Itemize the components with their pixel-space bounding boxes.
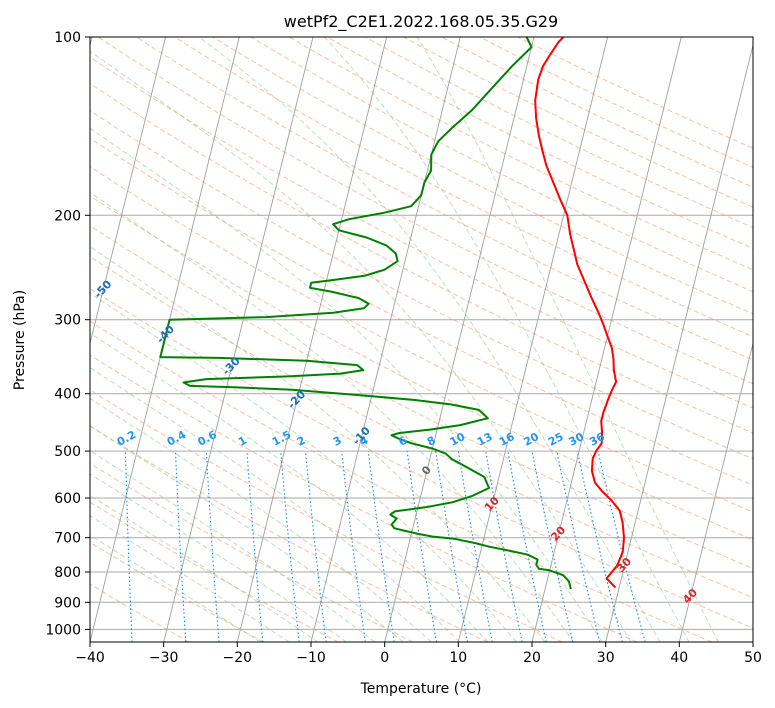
- x-tick-label: 0: [380, 650, 389, 666]
- mixing-ratio-line: [280, 451, 300, 642]
- dry-adiabat: [174, 37, 753, 338]
- mixing-ratio-line: [246, 451, 264, 642]
- y-tick-label: 1000: [45, 622, 81, 638]
- mixing-ratio-label: 20: [521, 430, 541, 449]
- x-tick-label: 40: [670, 650, 688, 666]
- isotherm: [310, 37, 461, 642]
- mixing-ratio-label: 30: [567, 430, 587, 449]
- mixing-ratio-label: 10: [448, 430, 468, 449]
- dry-adiabat: [90, 109, 753, 460]
- plot-frame: [89, 36, 754, 643]
- dry-adiabat: [90, 354, 638, 642]
- mixing-ratio-line: [576, 450, 623, 642]
- chart-title: wetPf2_C2E1.2022.168.05.35.G29: [284, 12, 558, 32]
- series-layer: [159, 37, 625, 590]
- x-tick-label: 20: [523, 650, 541, 666]
- mixing-ratio-line: [507, 450, 547, 642]
- x-tick-label: −10: [296, 650, 326, 666]
- y-tick-label: 200: [54, 208, 81, 224]
- isotherm: [531, 37, 682, 642]
- mixing-ratio-line: [556, 450, 601, 642]
- x-tick-label: 10: [449, 650, 467, 666]
- dry-adiabat: [90, 583, 190, 642]
- mixing-ratio-label: 16: [497, 430, 517, 449]
- y-tick-label: 100: [54, 30, 81, 46]
- moist-adiabat: [198, 37, 661, 642]
- moist-adiabat: [90, 246, 546, 642]
- dry-adiabat: [250, 37, 753, 293]
- dewpoint-profile-line: [159, 37, 572, 590]
- mixing-ratio-label: 36: [587, 430, 607, 449]
- mixing-ratio-line: [531, 451, 574, 642]
- isotherm: [384, 37, 535, 642]
- mixing-ratio-label: 25: [546, 430, 566, 449]
- dry-adiabat: [90, 256, 753, 599]
- moist-adiabat: [90, 292, 517, 642]
- moist-adiabat: [90, 191, 574, 642]
- y-tick-label: 300: [54, 313, 81, 329]
- x-tick-label: 30: [597, 650, 615, 666]
- y-tick-label: 800: [54, 565, 81, 581]
- mixing-ratio-line: [597, 450, 646, 642]
- moist-adiabat: [416, 37, 719, 642]
- mixing-ratio-line: [406, 451, 437, 642]
- moist-adiabat: [90, 127, 603, 642]
- moist-adiabat: [90, 397, 432, 642]
- temperature-profile-line: [534, 37, 625, 589]
- moist-adiabat: [90, 473, 347, 642]
- dry-adiabat: [90, 501, 339, 642]
- y-tick-label: 900: [54, 595, 81, 611]
- dry-adiabat: [212, 37, 753, 315]
- isotherm: [605, 43, 753, 642]
- dry-adiabat: [90, 320, 712, 642]
- isotherm: [678, 341, 753, 642]
- x-tick-label: 50: [744, 650, 762, 666]
- isotherm: [236, 37, 388, 642]
- x-tick-label: −20: [223, 650, 253, 666]
- mixing-ratio-line: [367, 451, 395, 642]
- moist-adiabat: [90, 425, 404, 642]
- moist-adiabat: [90, 494, 319, 642]
- moist-adiabat: [90, 332, 489, 642]
- y-axis-label: Pressure (hPa): [12, 290, 28, 390]
- y-tick-label: 400: [54, 387, 81, 403]
- x-tick-label: −30: [149, 650, 179, 666]
- grid-layer: [90, 37, 753, 642]
- axes-layer: −40 −30 −20 −10 0 10 20 30 40 50 1000 900 800 700 600 5…: [45, 30, 762, 666]
- mixing-ratio-line: [341, 451, 366, 642]
- dry-adiabat: [90, 389, 563, 642]
- y-tick-label: 500: [54, 444, 81, 460]
- moist-adiabat: [90, 50, 632, 642]
- dry-adiabat: [90, 165, 753, 513]
- dry-adiabat: [90, 82, 753, 434]
- dry-adiabat: [90, 195, 753, 541]
- moist-adiabat: [90, 367, 461, 642]
- mixing-ratio-line: [485, 451, 523, 642]
- isotherm: [90, 37, 167, 346]
- isotherm: [457, 37, 609, 642]
- x-axis-label: Temperature (°C): [360, 681, 482, 697]
- y-tick-label: 700: [54, 531, 81, 547]
- mixing-ratio-label: 0.1: [68, 428, 91, 449]
- isotherm: [163, 37, 314, 642]
- mixing-ratio-label: 13: [475, 430, 495, 449]
- moist-adiabat: [90, 450, 376, 642]
- y-tick-label: 600: [54, 491, 81, 507]
- moist-adiabat: [323, 37, 690, 642]
- x-tick-label: −40: [75, 650, 105, 666]
- dry-adiabat: [90, 287, 753, 629]
- mixing-ratio-line: [304, 451, 327, 642]
